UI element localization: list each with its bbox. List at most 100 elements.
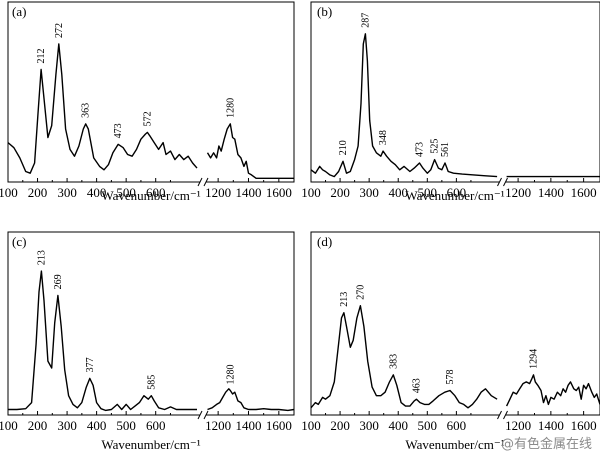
x-tick-label: 600 bbox=[447, 185, 467, 200]
spectrum-line-left bbox=[310, 33, 498, 178]
panel-a-ticks: 100 200 300 400 500 600 1200 1400 1600 bbox=[0, 177, 292, 200]
panel-d-plot: 213 270 383 463 578 1294 bbox=[310, 285, 600, 409]
spectrum-line-right bbox=[207, 388, 295, 412]
x-tick-label: 1600 bbox=[266, 185, 292, 200]
x-tick-label: 1400 bbox=[538, 185, 564, 200]
peak-label: 1294 bbox=[529, 349, 540, 369]
x-tick-label: 1600 bbox=[571, 185, 597, 200]
panel-c-frame bbox=[7, 231, 295, 416]
panel-c-ticks: 100 200 300 400 500 600 1200 1400 1600 bbox=[0, 410, 292, 433]
peak-label: 525 bbox=[430, 139, 441, 154]
x-tick-label: 500 bbox=[116, 418, 136, 433]
panel-a-frame bbox=[7, 1, 295, 183]
spectrum-line-left bbox=[8, 270, 197, 412]
panel-c: (c) Wavenumber/cm⁻¹ 100 200 300 400 500 600 12… bbox=[0, 231, 295, 452]
peak-label: 348 bbox=[378, 130, 389, 145]
x-tick-label: 200 bbox=[330, 418, 350, 433]
spectrum-line-left bbox=[7, 43, 198, 174]
x-tick-label: 400 bbox=[87, 418, 107, 433]
peak-label: 561 bbox=[440, 142, 451, 157]
x-tick-label: 1600 bbox=[571, 418, 597, 433]
x-tick-label: 100 bbox=[301, 418, 321, 433]
panel-c-plot: 213 269 377 585 1280 bbox=[8, 250, 295, 412]
x-tick-label: 100 bbox=[0, 185, 18, 200]
x-tick-label: 600 bbox=[447, 418, 467, 433]
panel-b-plot: 210 287 348 473 525 561 bbox=[310, 13, 600, 178]
panel-a-xlabel: Wavenumber/cm⁻¹ bbox=[101, 188, 200, 203]
x-tick-label: 500 bbox=[418, 185, 438, 200]
peak-label: 269 bbox=[53, 274, 64, 289]
peak-label: 213 bbox=[36, 250, 47, 265]
panel-d-xlabel: Wavenumber/cm⁻¹ bbox=[405, 437, 504, 452]
panel-a: (a) Wavenumber/cm⁻¹ 100 200 300 400 500 600 12… bbox=[0, 1, 295, 203]
axis-break-mark bbox=[197, 410, 203, 420]
panel-a-label: (a) bbox=[12, 4, 26, 19]
x-tick-label: 200 bbox=[28, 418, 48, 433]
axis-break-gap bbox=[200, 412, 206, 418]
peak-label: 210 bbox=[338, 140, 349, 155]
x-tick-label: 300 bbox=[57, 185, 77, 200]
x-tick-label: 500 bbox=[116, 185, 136, 200]
axis-break-mark bbox=[497, 177, 502, 187]
axis-break-mark bbox=[203, 410, 209, 420]
x-tick-label: 1200 bbox=[205, 185, 231, 200]
x-tick-label: 200 bbox=[330, 185, 350, 200]
peak-label: 272 bbox=[54, 23, 65, 38]
peak-label: 383 bbox=[388, 354, 399, 369]
panel-b: (b) Wavenumber/cm⁻¹ 100 200 300 400 500 600 12… bbox=[301, 1, 600, 203]
peak-label: 578 bbox=[445, 370, 456, 385]
x-tick-label: 600 bbox=[146, 418, 166, 433]
axis-break-mark bbox=[197, 177, 203, 187]
peak-label: 213 bbox=[339, 292, 350, 307]
panel-b-ticks: 100 200 300 400 500 600 1200 1400 1600 bbox=[301, 177, 597, 200]
x-tick-label: 300 bbox=[57, 418, 77, 433]
axis-break-gap bbox=[499, 412, 506, 418]
axis-break-mark bbox=[503, 177, 508, 187]
panel-c-xlabel: Wavenumber/cm⁻¹ bbox=[101, 437, 200, 452]
peak-label: 463 bbox=[411, 378, 422, 393]
axis-break-gap bbox=[200, 179, 206, 185]
axis-break-mark bbox=[497, 410, 502, 420]
x-tick-label: 1400 bbox=[538, 418, 564, 433]
x-tick-label: 300 bbox=[359, 185, 379, 200]
axis-break-mark bbox=[203, 177, 209, 187]
x-tick-label: 1200 bbox=[505, 418, 531, 433]
x-tick-label: 1200 bbox=[505, 185, 531, 200]
x-tick-label: 1600 bbox=[266, 418, 292, 433]
peak-label: 473 bbox=[415, 142, 426, 157]
x-tick-label: 300 bbox=[359, 418, 379, 433]
peak-label: 572 bbox=[142, 111, 153, 126]
peak-label: 363 bbox=[81, 103, 92, 118]
x-tick-label: 1400 bbox=[235, 185, 261, 200]
panel-d-ticks: 100 200 300 400 500 600 1200 1400 1600 bbox=[301, 410, 597, 433]
axis-break-mark bbox=[503, 410, 508, 420]
panel-a-plot: 212 272 363 473 572 1280 bbox=[7, 23, 294, 179]
x-tick-label: 400 bbox=[87, 185, 107, 200]
panel-d-frame bbox=[310, 231, 600, 416]
x-tick-label: 1200 bbox=[205, 418, 231, 433]
panel-c-label: (c) bbox=[12, 234, 26, 249]
panel-b-xlabel: Wavenumber/cm⁻¹ bbox=[405, 188, 504, 203]
x-tick-label: 400 bbox=[388, 185, 408, 200]
panel-b-frame bbox=[310, 1, 600, 183]
spectrum-line-right bbox=[206, 123, 294, 179]
peak-label: 1280 bbox=[225, 98, 236, 118]
x-tick-label: 400 bbox=[388, 418, 408, 433]
axis-break-gap bbox=[499, 179, 506, 185]
x-tick-label: 500 bbox=[418, 418, 438, 433]
peak-label: 377 bbox=[85, 357, 96, 372]
x-tick-label: 1400 bbox=[235, 418, 261, 433]
x-tick-label: 100 bbox=[301, 185, 321, 200]
peak-label: 1280 bbox=[225, 365, 236, 385]
peak-label: 270 bbox=[355, 285, 366, 300]
peak-label: 212 bbox=[36, 49, 47, 64]
watermark: @有色金属在线 bbox=[501, 436, 592, 452]
x-tick-label: 600 bbox=[146, 185, 166, 200]
panel-b-label: (b) bbox=[317, 4, 332, 19]
x-tick-label: 100 bbox=[0, 418, 18, 433]
x-tick-label: 200 bbox=[28, 185, 48, 200]
peak-label: 473 bbox=[113, 123, 124, 138]
peak-label: 287 bbox=[360, 13, 371, 28]
panel-d-label: (d) bbox=[317, 234, 332, 249]
